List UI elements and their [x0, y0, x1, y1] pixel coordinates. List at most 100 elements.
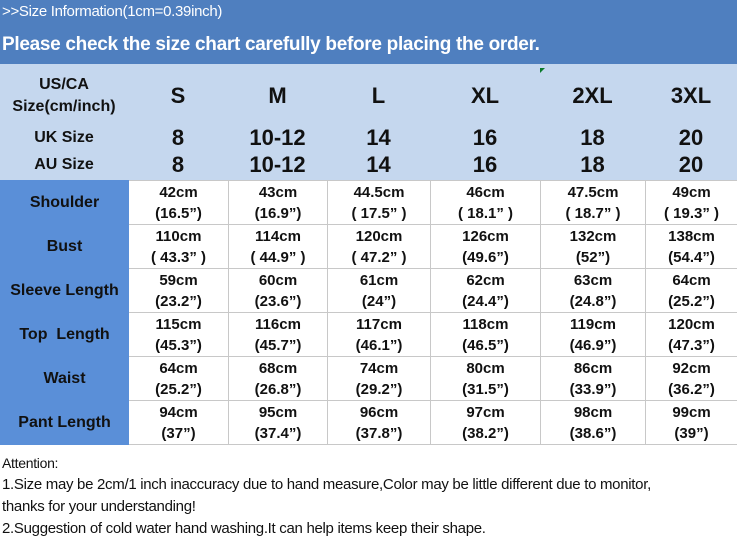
measurement-inch: (31.5”): [462, 380, 509, 398]
measurement-cell: 114cm ( 44.9” ): [228, 224, 328, 269]
measurement-inch: (23.2”): [155, 292, 202, 310]
measurement-cell: 60cm (23.6”): [228, 268, 328, 313]
measurement-inch: (52”): [575, 248, 611, 266]
measurement-cell: 116cm (45.7”): [228, 312, 328, 357]
measurement-row: Pant Length 94cm (37”) 95cm (37.4”) 96cm (37.8…: [0, 400, 737, 445]
measurement-cell: 64cm (25.2”): [645, 268, 737, 313]
measurement-cm: 68cm: [258, 359, 298, 377]
measurement-cell: 61cm (24”): [327, 268, 431, 313]
measurement-cell: 49cm ( 19.3” ): [645, 180, 737, 225]
measurement-cell: 92cm (36.2”): [645, 356, 737, 401]
size-row-label: US/CA Size(cm/inch): [0, 74, 128, 118]
measurement-cm: 60cm: [258, 271, 298, 289]
measurement-cell: 47.5cm ( 18.7” ): [540, 180, 646, 225]
measurement-cm: 47.5cm: [567, 183, 619, 201]
measurement-label: Sleeve Length: [0, 268, 129, 313]
measurement-inch: (29.2”): [355, 380, 403, 398]
measurement-cm: 80cm: [466, 359, 505, 377]
measurement-inch: (36.2”): [668, 380, 715, 398]
note-2: 2.Suggestion of cold water hand washing.…: [2, 520, 486, 537]
measurement-inch: (47.3”): [668, 336, 715, 354]
measurement-cell: 43cm (16.9”): [228, 180, 328, 225]
measurement-cm: 95cm: [258, 403, 298, 421]
measurement-cell: 86cm (33.9”): [540, 356, 646, 401]
size-value: 8: [171, 125, 185, 150]
measurement-cm: 126cm: [462, 227, 509, 245]
measurement-cell: 120cm ( 47.2” ): [327, 224, 431, 269]
size-value: L: [371, 82, 386, 108]
measurement-row: Bust 110cm ( 43.3” ) 114cm ( 44.9” ) 120cm ( 4…: [0, 224, 737, 269]
size-row-label: UK Size: [34, 129, 94, 146]
measurement-cm: 116cm: [255, 315, 301, 333]
size-conversion-block: [0, 64, 737, 180]
size-value: 14: [366, 151, 391, 177]
measurement-cm: 49cm: [672, 183, 711, 201]
measurement-cell: 42cm (16.5”): [128, 180, 229, 225]
size-value: 20: [678, 151, 704, 177]
measurement-cell: 119cm (46.9”): [540, 312, 646, 357]
size-value: 16: [472, 151, 498, 177]
corner-mark-icon: [540, 68, 545, 73]
size-value: 14: [366, 125, 391, 150]
measurement-cell: 62cm (24.4”): [430, 268, 541, 313]
measurement-cell: 63cm (24.8”): [540, 268, 646, 313]
measurement-cell: 95cm (37.4”): [228, 400, 328, 445]
measurement-cm: 117cm: [356, 315, 402, 333]
note-1-continued: thanks for your understanding!: [2, 498, 196, 515]
size-value: S: [170, 82, 186, 108]
measurement-cm: 120cm: [668, 315, 715, 333]
measurement-row: Shoulder 42cm (16.5”) 43cm (16.9”) 44.5cm ( 17…: [0, 180, 737, 225]
measurement-inch: ( 17.5” ): [351, 204, 407, 222]
measurement-inch: ( 18.1” ): [457, 204, 514, 222]
measurement-cm: 86cm: [573, 359, 613, 377]
measurement-inch: ( 44.9” ): [250, 248, 306, 266]
measurement-cm: 64cm: [159, 359, 198, 377]
measurement-inch: (16.5”): [155, 204, 202, 222]
size-value: M: [268, 82, 287, 108]
measurement-inch: ( 19.3” ): [663, 204, 720, 222]
measurement-inch: (45.7”): [254, 336, 302, 354]
measurement-inch: (25.2”): [668, 292, 715, 310]
measurement-cm: 118cm: [462, 315, 509, 333]
measurement-cell: 98cm (38.6”): [540, 400, 646, 445]
size-row: AU Size 8 10-12 14 16 18 20: [0, 151, 737, 178]
measurement-inch: (45.3”): [155, 336, 202, 354]
measurement-cell: 126cm (49.6”): [430, 224, 541, 269]
measurement-cm: 115cm: [155, 315, 202, 333]
measurement-inch: (46.9”): [569, 336, 617, 354]
measurement-cell: 132cm (52”): [540, 224, 646, 269]
measurement-inch: (24”): [361, 292, 397, 310]
measurement-inch: ( 18.7” ): [565, 204, 621, 222]
measurement-cm: 98cm: [573, 403, 613, 421]
notes-heading: Attention:: [2, 455, 59, 471]
size-info-title: >>Size Information(1cm=0.39inch): [2, 3, 223, 20]
measurement-cell: 118cm (46.5”): [430, 312, 541, 357]
size-value: 2XL: [572, 82, 613, 108]
measurement-cell: 80cm (31.5”): [430, 356, 541, 401]
measurement-cm: 63cm: [573, 271, 613, 289]
measurement-inch: (33.9”): [569, 380, 617, 398]
measurement-cell: 59cm (23.2”): [128, 268, 229, 313]
measurement-cm: 42cm: [159, 183, 198, 201]
attention-notes: Attention: 1.Size may be 2cm/1 inch inac…: [2, 452, 651, 540]
measurement-inch: (25.2”): [155, 380, 202, 398]
measurement-cell: 68cm (26.8”): [228, 356, 328, 401]
measurement-cell: 110cm ( 43.3” ): [128, 224, 229, 269]
size-value: 18: [580, 125, 605, 150]
measurement-cell: 74cm (29.2”): [327, 356, 431, 401]
size-value: 10-12: [249, 151, 306, 177]
measurement-cm: 96cm: [359, 403, 399, 421]
measurement-table: Shoulder 42cm (16.5”) 43cm (16.9”) 44.5cm ( 17…: [0, 180, 737, 445]
measurement-inch: (23.6”): [254, 292, 302, 310]
measurement-label: Waist: [0, 356, 129, 401]
measurement-inch: (39”): [674, 424, 709, 442]
measurement-inch: (24.4”): [462, 292, 509, 310]
measurement-label: Top Length: [0, 312, 129, 357]
measurement-inch: (26.8”): [254, 380, 302, 398]
measurement-cm: 43cm: [258, 183, 298, 201]
size-value: 3XL: [670, 82, 712, 108]
measurement-cm: 138cm: [668, 227, 715, 245]
measurement-label: Shoulder: [0, 180, 129, 225]
measurement-inch: (49.6”): [462, 248, 509, 266]
measurement-cm: 99cm: [672, 403, 711, 421]
